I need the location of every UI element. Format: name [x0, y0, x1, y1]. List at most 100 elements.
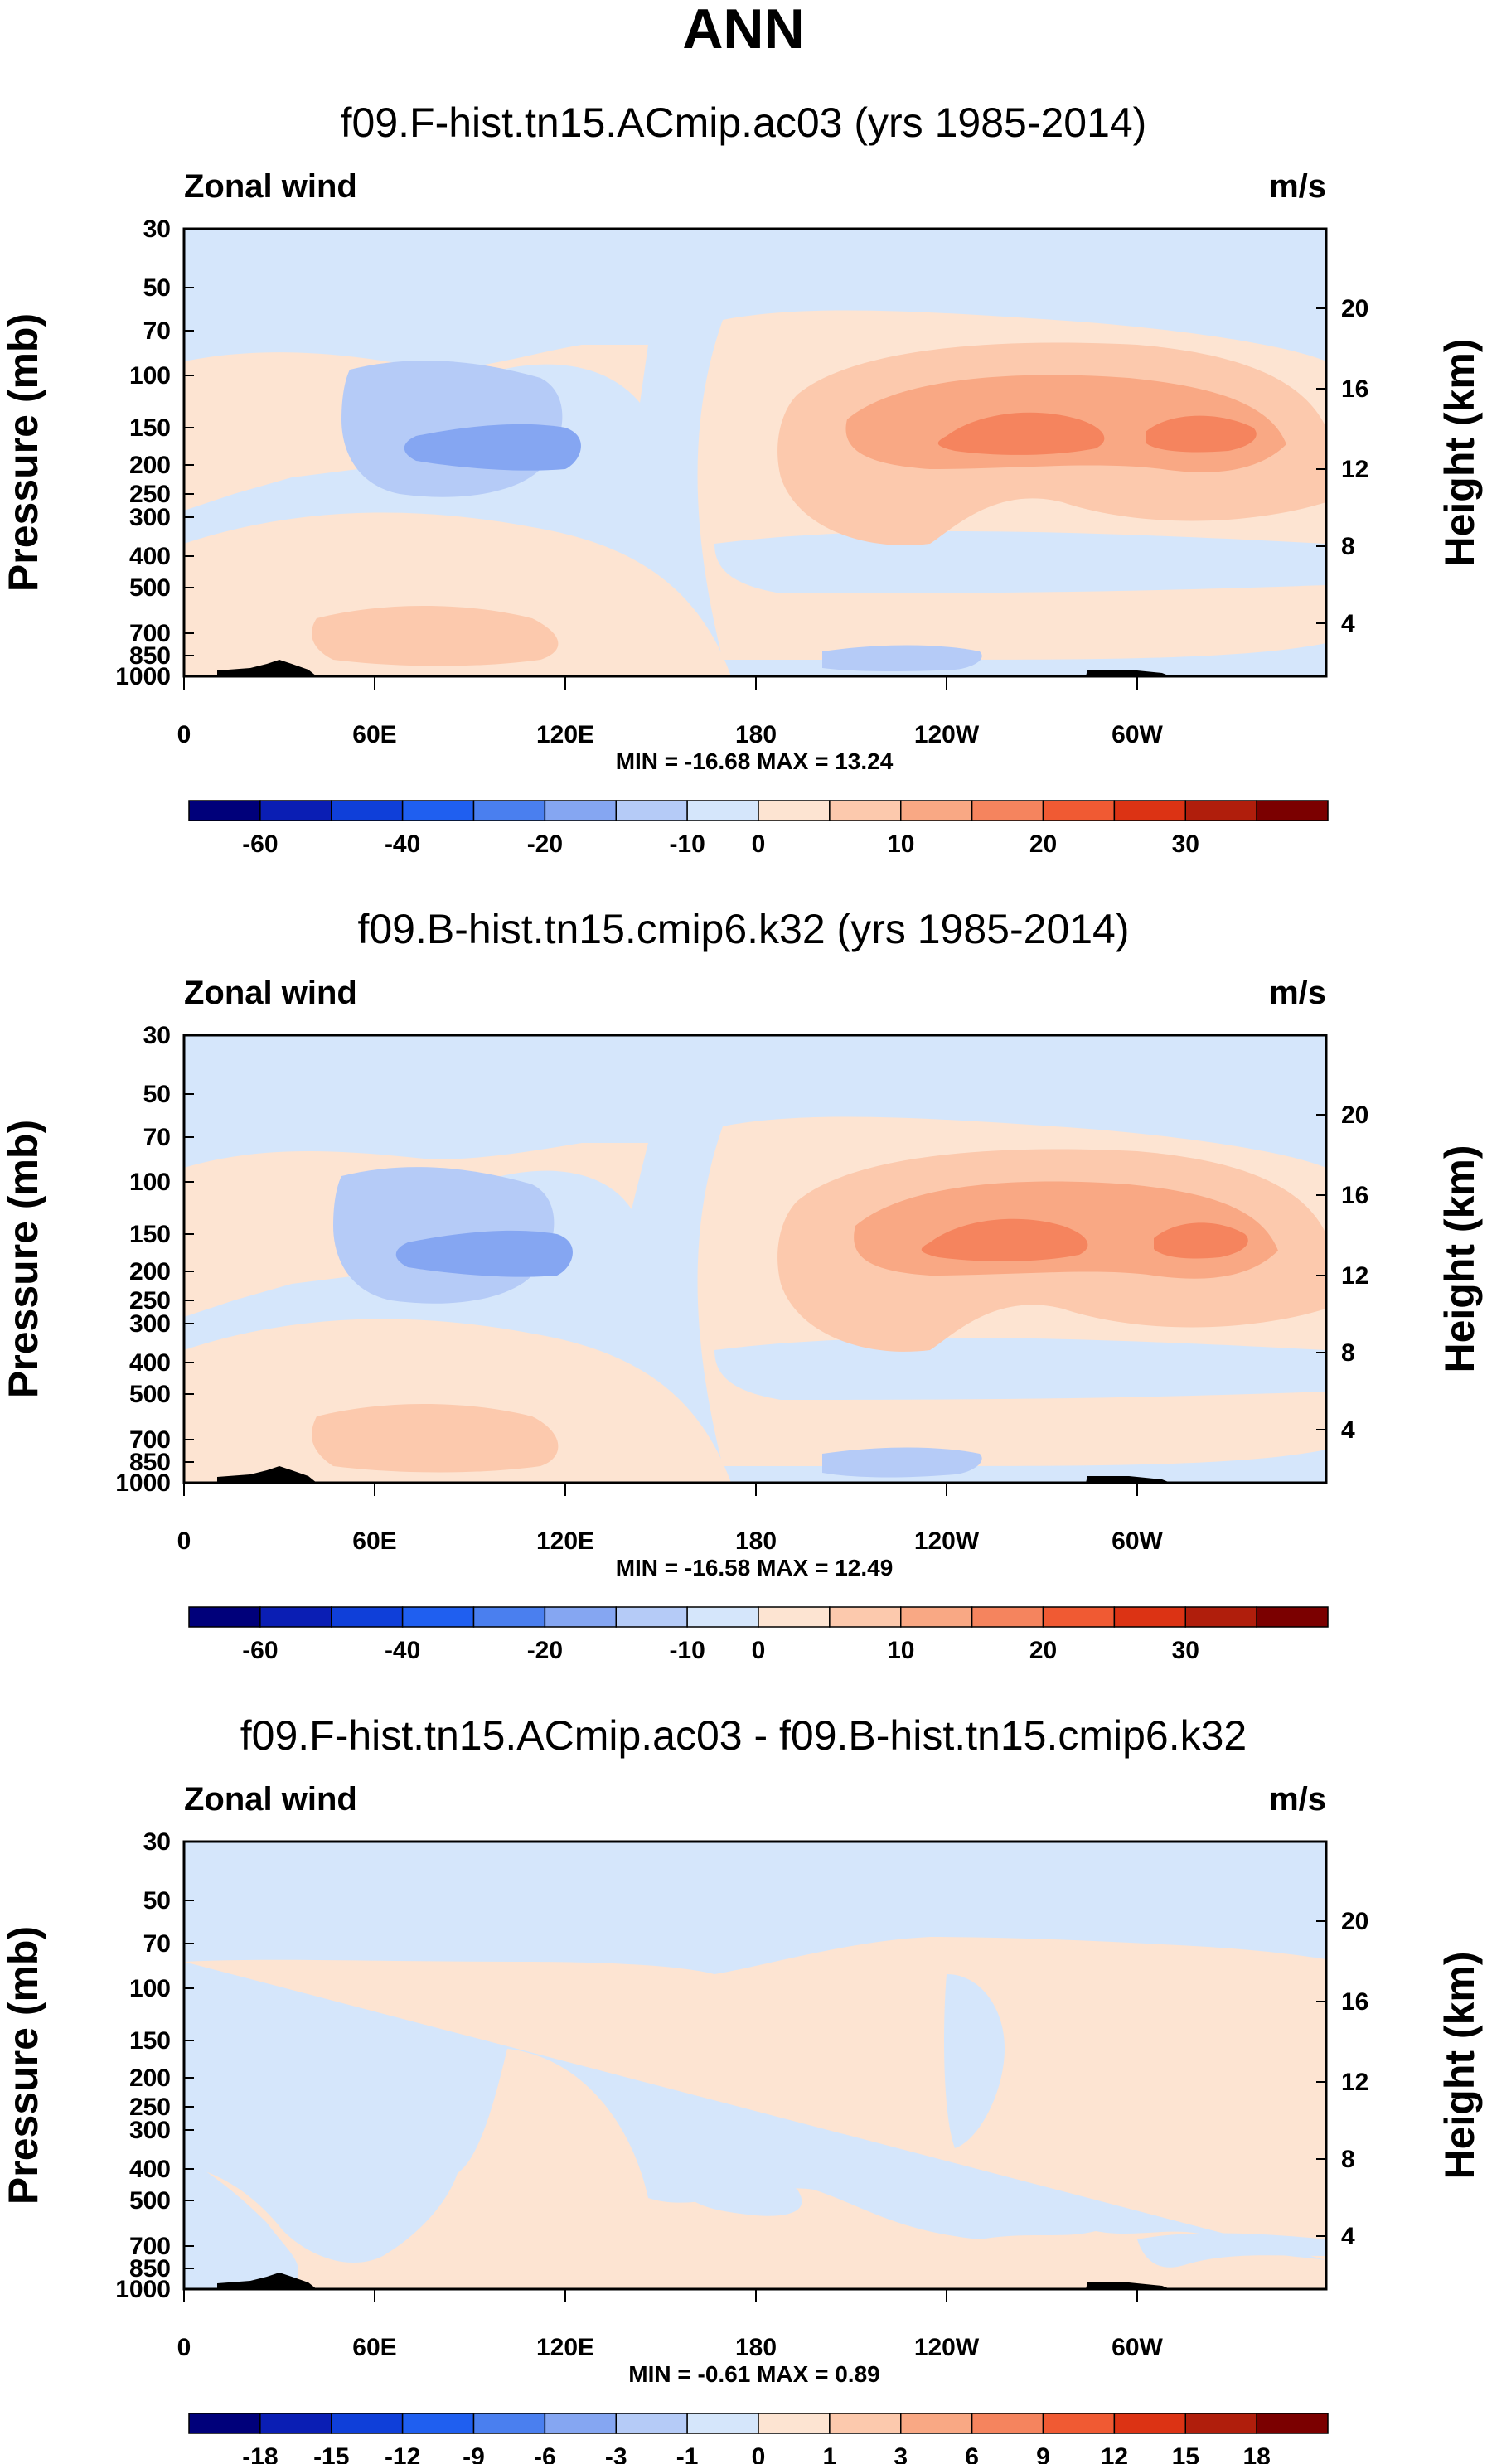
colorbar-label: -10	[669, 830, 705, 858]
colorbar-label: 9	[1036, 2443, 1050, 2464]
y-tick-label: 100	[129, 362, 171, 390]
contour-jet-core-1	[921, 1218, 1088, 1261]
x-tick-label: 120E	[536, 721, 594, 748]
y-tick-label: 150	[129, 2027, 171, 2055]
variable-label: Zonal wind	[184, 1781, 357, 1818]
panel-1: f09.F-hist.tn15.ACmip.ac03 (yrs 1985-201…	[0, 99, 1483, 858]
x-ticks	[183, 676, 1138, 690]
y-tick-label: 1000	[115, 1469, 171, 1497]
colorbar-box	[758, 800, 831, 821]
y-tick-label: 70	[143, 1930, 171, 1958]
y-tick-label: 850	[129, 642, 171, 670]
y-tick-label: 850	[129, 2255, 171, 2282]
x-tick-label: 120W	[914, 721, 980, 748]
contour-lower-positive	[312, 1404, 559, 1473]
colorbar-label: -18	[242, 2443, 278, 2464]
x-tick-label: 180	[735, 721, 777, 748]
panel-3: f09.F-hist.tn15.ACmip.ac03 - f09.B-hist.…	[0, 1712, 1483, 2464]
x-tick-label: 120E	[536, 2334, 594, 2361]
height-tick-label: 4	[1341, 2223, 1355, 2250]
colorbar-label: -60	[242, 1637, 278, 1664]
topography	[217, 2273, 1170, 2289]
topography	[217, 660, 1170, 676]
colorbar-label: 20	[1029, 1637, 1057, 1664]
units-label: m/s	[1269, 975, 1326, 1011]
colorbar-box	[900, 800, 973, 821]
colorbar-box	[686, 2413, 759, 2434]
y-tick-label: 200	[129, 1258, 171, 1285]
height-tick-label: 8	[1341, 1339, 1355, 1367]
height-tick-label: 12	[1341, 2069, 1368, 2096]
height-tick-label: 4	[1341, 610, 1355, 637]
y-tick-label: 1000	[115, 2276, 171, 2303]
contour-negative-region	[184, 2157, 299, 2289]
colorbar-label: -1	[676, 2443, 699, 2464]
contour-negative-mid	[714, 1338, 1326, 1400]
colorbar-label: 15	[1172, 2443, 1199, 2464]
y-axis-right-title: Height (km)	[1436, 1145, 1483, 1373]
contour-lower-negative	[822, 645, 982, 672]
x-tick-label: 0	[177, 2334, 191, 2361]
contour-negative-region	[944, 1974, 1005, 2148]
colorbar-label: -6	[534, 2443, 556, 2464]
colorbar-label: -15	[313, 2443, 349, 2464]
x-axis: 0 60E 120E 180 120W 60W	[177, 1483, 1164, 1555]
colorbar-label: 1	[823, 2443, 837, 2464]
height-ticks	[1316, 307, 1326, 624]
colorbar: -60 -40 -20 -10 0 10 20 30	[188, 800, 1329, 858]
colorbar-box	[1042, 800, 1116, 821]
colorbar-box	[401, 1606, 475, 1628]
contour-field	[182, 1840, 1328, 2291]
y-axis-right: 20 16 12 8 4	[1316, 1908, 1368, 2250]
y-ticks	[184, 1093, 194, 1463]
y-tick-label: 250	[129, 1287, 171, 1314]
y-tick-label: 400	[129, 2156, 171, 2183]
colorbar-box	[1184, 2413, 1257, 2434]
y-axis-right: 20 16 12 8 4	[1316, 1101, 1368, 1444]
y-ticks	[184, 287, 194, 656]
y-tick-label: 50	[143, 1887, 171, 1915]
x-tick-label: 0	[177, 721, 191, 748]
y-tick-label: 500	[129, 574, 171, 602]
colorbar-label: -20	[527, 1637, 563, 1664]
height-tick-label: 12	[1341, 456, 1368, 483]
height-tick-label: 4	[1341, 1416, 1355, 1444]
height-tick-label: 20	[1341, 1908, 1368, 1935]
colorbar-label: 30	[1172, 1637, 1199, 1664]
min-max-stats: MIN = -0.61 MAX = 0.89	[628, 2361, 879, 2387]
colorbar-box	[188, 1606, 261, 1628]
x-ticks	[183, 1483, 1138, 1496]
x-tick-label: 60W	[1112, 1527, 1163, 1555]
colorbar-box	[331, 2413, 404, 2434]
colorbar-box	[331, 800, 404, 821]
colorbar-label: -12	[385, 2443, 420, 2464]
y-tick-label: 70	[143, 1124, 171, 1151]
height-tick-label: 20	[1341, 1101, 1368, 1129]
contour-jet-core-2	[1146, 415, 1257, 453]
colorbar-box	[472, 2413, 546, 2434]
colorbar-box	[1042, 2413, 1116, 2434]
x-tick-label: 60E	[352, 2334, 396, 2361]
contour-negative-mid	[714, 531, 1326, 593]
colorbar-box	[1256, 1606, 1329, 1628]
height-ticks	[1316, 1114, 1326, 1430]
y-tick-label: 250	[129, 2094, 171, 2121]
colorbar-box	[544, 1606, 617, 1628]
x-tick-label: 0	[177, 1527, 191, 1555]
colorbar-label: 6	[965, 2443, 979, 2464]
contour-field	[182, 1034, 1328, 1484]
colorbar-box	[1256, 2413, 1329, 2434]
units-label: m/s	[1269, 1781, 1326, 1818]
contour-lower-positive	[312, 606, 559, 666]
x-tick-label: 180	[735, 1527, 777, 1555]
y-tick-label: 50	[143, 274, 171, 302]
colorbar-box	[331, 1606, 404, 1628]
colorbar-box	[971, 1606, 1044, 1628]
y-axis-title: Pressure (mb)	[0, 1926, 46, 2205]
colorbar-box	[188, 800, 261, 821]
variable-label: Zonal wind	[184, 168, 357, 205]
colorbar-label: -40	[385, 1637, 420, 1664]
variable-label: Zonal wind	[184, 975, 357, 1011]
colorbar-label: 0	[752, 830, 766, 858]
y-axis-title: Pressure (mb)	[0, 313, 46, 592]
